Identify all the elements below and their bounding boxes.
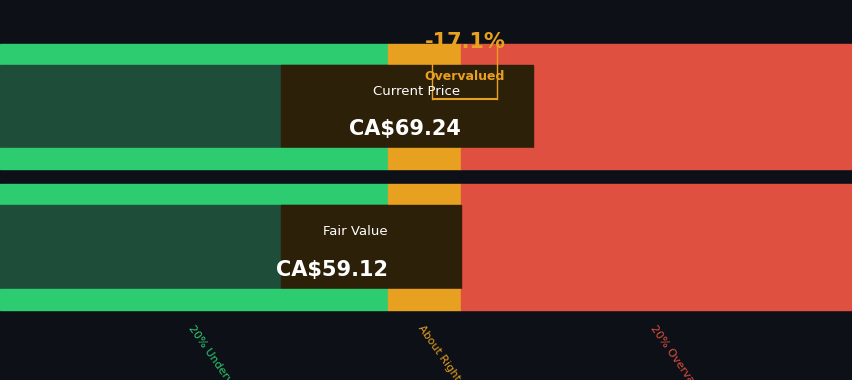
Text: CA$69.24: CA$69.24 <box>348 119 460 139</box>
Text: About Right: About Right <box>416 323 462 380</box>
Text: Overvalued: Overvalued <box>424 70 504 82</box>
Bar <box>388 184 460 205</box>
Bar <box>0 289 388 310</box>
Text: 20% Undervalued: 20% Undervalued <box>186 323 251 380</box>
Bar <box>460 205 852 289</box>
Text: 20% Overvalued: 20% Overvalued <box>648 323 709 380</box>
Text: Current Price: Current Price <box>373 85 460 98</box>
Bar <box>0 44 388 65</box>
Text: Fair Value: Fair Value <box>323 225 388 238</box>
Bar <box>460 289 852 310</box>
Bar <box>0 148 388 169</box>
Bar <box>0 65 388 148</box>
Bar <box>0 184 388 205</box>
Text: -17.1%: -17.1% <box>424 32 504 52</box>
Bar <box>281 65 532 148</box>
Bar <box>460 184 852 205</box>
Bar <box>388 148 460 169</box>
Bar <box>388 205 460 289</box>
Bar <box>0 205 388 289</box>
Bar <box>460 44 852 65</box>
Bar <box>388 289 460 310</box>
Bar <box>460 65 852 148</box>
Bar <box>460 148 852 169</box>
Bar <box>281 205 460 289</box>
Bar <box>388 44 460 65</box>
Text: CA$59.12: CA$59.12 <box>276 260 388 280</box>
Bar <box>388 65 460 148</box>
